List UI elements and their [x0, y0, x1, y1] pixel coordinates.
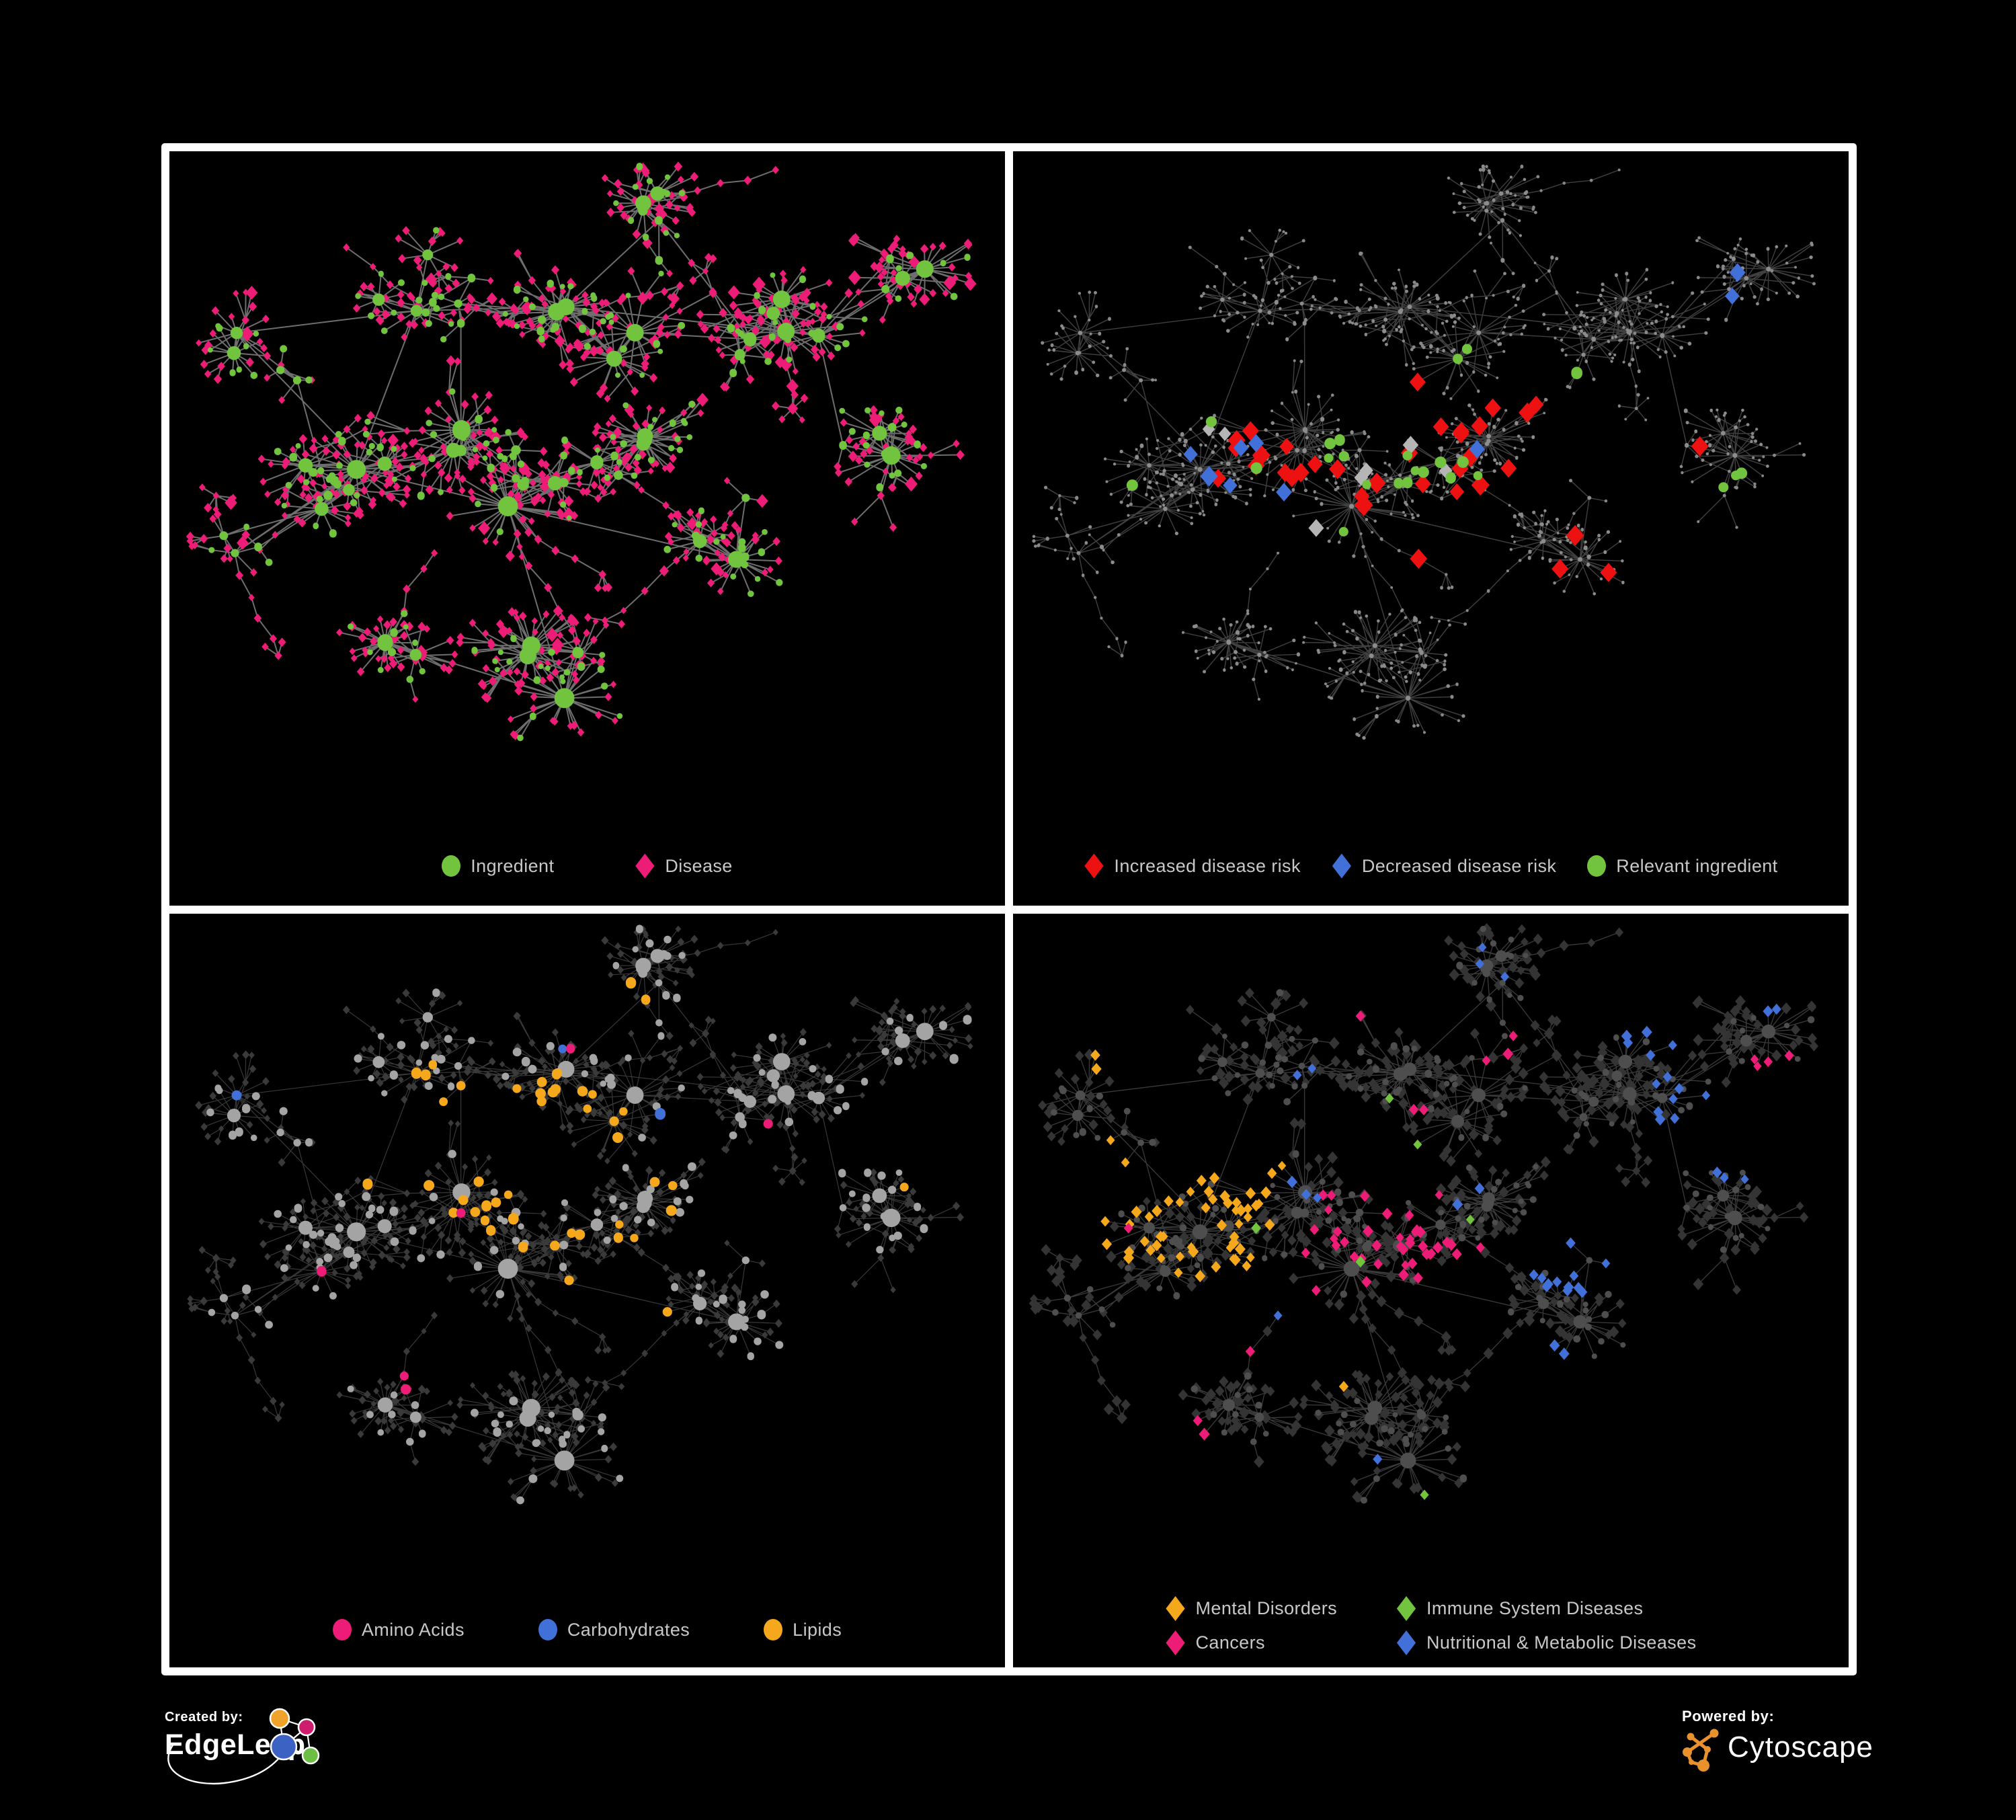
increased-risk-diamond-icon — [1084, 853, 1104, 879]
legend-label: Mental Disorders — [1195, 1598, 1337, 1618]
legend-ingredient-disease: Ingredient Disease — [169, 853, 1005, 879]
amino-acids-circle-icon — [332, 1619, 352, 1640]
overlay-orange-nodes — [1090, 1049, 1349, 1392]
disease-diamond-icon — [635, 853, 655, 879]
nutritional-metabolic-diseases-diamond-icon — [1396, 1630, 1416, 1655]
legend-item-ingredient: Ingredient — [442, 855, 554, 877]
legend-item-nutritional-metabolic-diseases: Nutritional & Metabolic Diseases — [1396, 1630, 1696, 1655]
legend-label: Amino Acids — [361, 1619, 465, 1640]
legend-label: Cancers — [1195, 1632, 1265, 1653]
legend-item-lipids: Lipids — [764, 1619, 842, 1640]
created-by-label: Created by: — [165, 1710, 243, 1725]
legend-label: Ingredient — [471, 855, 555, 876]
legend-label: Immune System Diseases — [1426, 1598, 1644, 1618]
powered-by-label: Powered by: — [1682, 1708, 1775, 1725]
legend-item-increased-risk: Increased disease risk — [1084, 853, 1301, 879]
panel-disease-risk: Increased disease risk Decreased disease… — [1013, 151, 1849, 906]
legend-item-immune-system-diseases: Immune System Diseases — [1396, 1596, 1696, 1621]
legend-label: Disease — [665, 855, 733, 876]
legend-item-mental-disorders: Mental Disorders — [1166, 1596, 1337, 1621]
ingredient-circle-icon — [442, 855, 461, 877]
overlay-red-nodes — [1209, 372, 1709, 582]
ingredient-disease-network-graph — [186, 161, 977, 742]
legend-label: Nutritional & Metabolic Diseases — [1426, 1632, 1697, 1653]
legend-nutrient-classes: Amino Acids Carbohydrates Lipids — [169, 1619, 1005, 1640]
legend-item-relevant-ingredient: Relevant ingredient — [1587, 855, 1777, 877]
legend-label: Carbohydrates — [567, 1619, 690, 1640]
panel-nutrient-classes: Amino Acids Carbohydrates Lipids — [169, 913, 1005, 1667]
legend-item-carbohydrates: Carbohydrates — [538, 1619, 690, 1640]
legend-item-cancers: Cancers — [1166, 1630, 1337, 1655]
cancers-diamond-icon — [1166, 1630, 1185, 1655]
edgeleap-network-icon — [269, 1708, 320, 1765]
four-panel-frame: Ingredient Disease Increased disease ris… — [161, 143, 1857, 1675]
legend-item-decreased-risk: Decreased disease risk — [1332, 853, 1557, 879]
cytoscape-icon-nodes — [1683, 1729, 1719, 1772]
relevant-ingredient-circle-icon — [1587, 855, 1607, 877]
mental-disorders-diamond-icon — [1166, 1596, 1185, 1621]
disease-categories-network-graph — [1029, 922, 1818, 1504]
cytoscape-credit: Powered by: Cytoscape — [1682, 1708, 1884, 1788]
disease-risk-network-graph — [1032, 164, 1816, 740]
legend-item-disease: Disease — [635, 853, 733, 879]
legend-label: Increased disease risk — [1114, 855, 1301, 876]
legend-disease-categories: Mental Disorders Immune System Diseases … — [1166, 1596, 1697, 1655]
carbohydrates-circle-icon — [538, 1619, 557, 1640]
legend-label: Lipids — [793, 1619, 842, 1640]
cytoscape-wordmark: Cytoscape — [1728, 1731, 1873, 1764]
cytoscape-icon — [1683, 1729, 1719, 1772]
decreased-risk-diamond-icon — [1332, 853, 1351, 879]
nutrient-classes-network-graph — [187, 924, 973, 1504]
panel-ingredient-disease: Ingredient Disease — [169, 151, 1005, 906]
edgeleap-swoosh-curve — [167, 1743, 281, 1785]
immune-system-diseases-diamond-icon — [1396, 1596, 1416, 1621]
overlay-green-nodes — [1126, 344, 1748, 537]
legend-label: Decreased disease risk — [1361, 855, 1557, 876]
lipids-circle-icon — [764, 1619, 783, 1640]
legend-item-amino-acids: Amino Acids — [332, 1619, 465, 1640]
ingredient-nodes — [206, 924, 972, 1504]
legend-disease-risk: Increased disease risk Decreased disease… — [1013, 853, 1849, 879]
overlay-gray_light-nodes — [1202, 422, 1453, 537]
legend-label: Relevant ingredient — [1616, 855, 1778, 876]
edgeleap-icon-nodes — [269, 1708, 320, 1765]
ingredient-nodes — [207, 163, 971, 742]
panel-disease-categories: Mental Disorders Immune System Diseases … — [1013, 913, 1849, 1667]
